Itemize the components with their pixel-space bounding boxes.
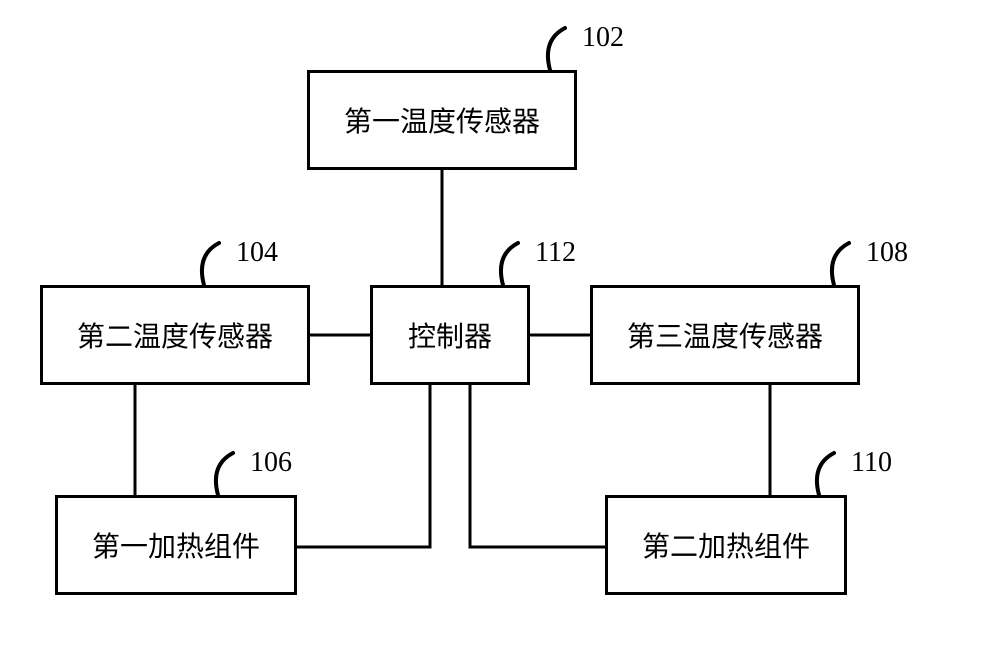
edge-n112-n110 <box>470 385 605 547</box>
node-n112: 控制器 <box>370 285 530 385</box>
node-n108: 第三温度传感器 <box>590 285 860 385</box>
node-n104: 第二温度传感器 <box>40 285 310 385</box>
node-ref-n112: 112 <box>535 237 576 269</box>
node-ref-n104: 104 <box>236 237 278 269</box>
ref-hook-n104 <box>202 243 219 285</box>
diagram-canvas: 第一温度传感器 102 第二温度传感器 104 控制器 112 第三温度传感器 108 第一加热… <box>0 0 1000 663</box>
node-ref-n108: 108 <box>866 237 908 269</box>
node-label: 控制器 <box>408 315 492 355</box>
node-n102: 第一温度传感器 <box>307 70 577 170</box>
node-label: 第二温度传感器 <box>77 315 273 355</box>
ref-hook-n112 <box>501 243 518 285</box>
ref-hook-n106 <box>216 453 233 495</box>
ref-hook-n110 <box>817 453 834 495</box>
node-label: 第三温度传感器 <box>627 315 823 355</box>
node-n106: 第一加热组件 <box>55 495 297 595</box>
node-ref-n110: 110 <box>851 447 892 479</box>
node-ref-n106: 106 <box>250 447 292 479</box>
ref-hook-n108 <box>832 243 849 285</box>
edge-n112-n106 <box>297 385 430 547</box>
node-ref-n102: 102 <box>582 22 624 54</box>
ref-hook-n102 <box>548 28 565 70</box>
node-label: 第二加热组件 <box>642 525 810 565</box>
node-n110: 第二加热组件 <box>605 495 847 595</box>
node-label: 第一温度传感器 <box>344 100 540 140</box>
node-label: 第一加热组件 <box>92 525 260 565</box>
